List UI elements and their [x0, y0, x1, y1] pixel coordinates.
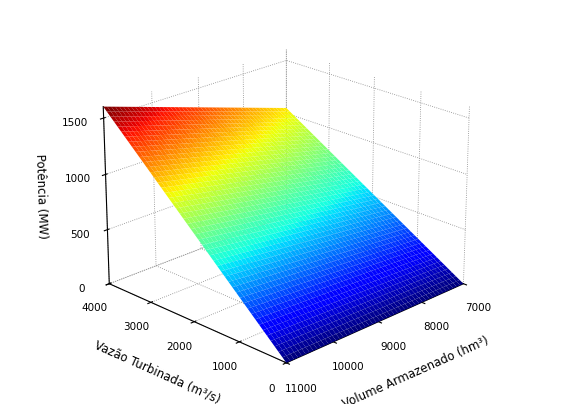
X-axis label: Volume Armazenado (hm³): Volume Armazenado (hm³) — [341, 334, 491, 404]
Y-axis label: Vazão Turbinada (m³/s): Vazão Turbinada (m³/s) — [92, 339, 222, 404]
